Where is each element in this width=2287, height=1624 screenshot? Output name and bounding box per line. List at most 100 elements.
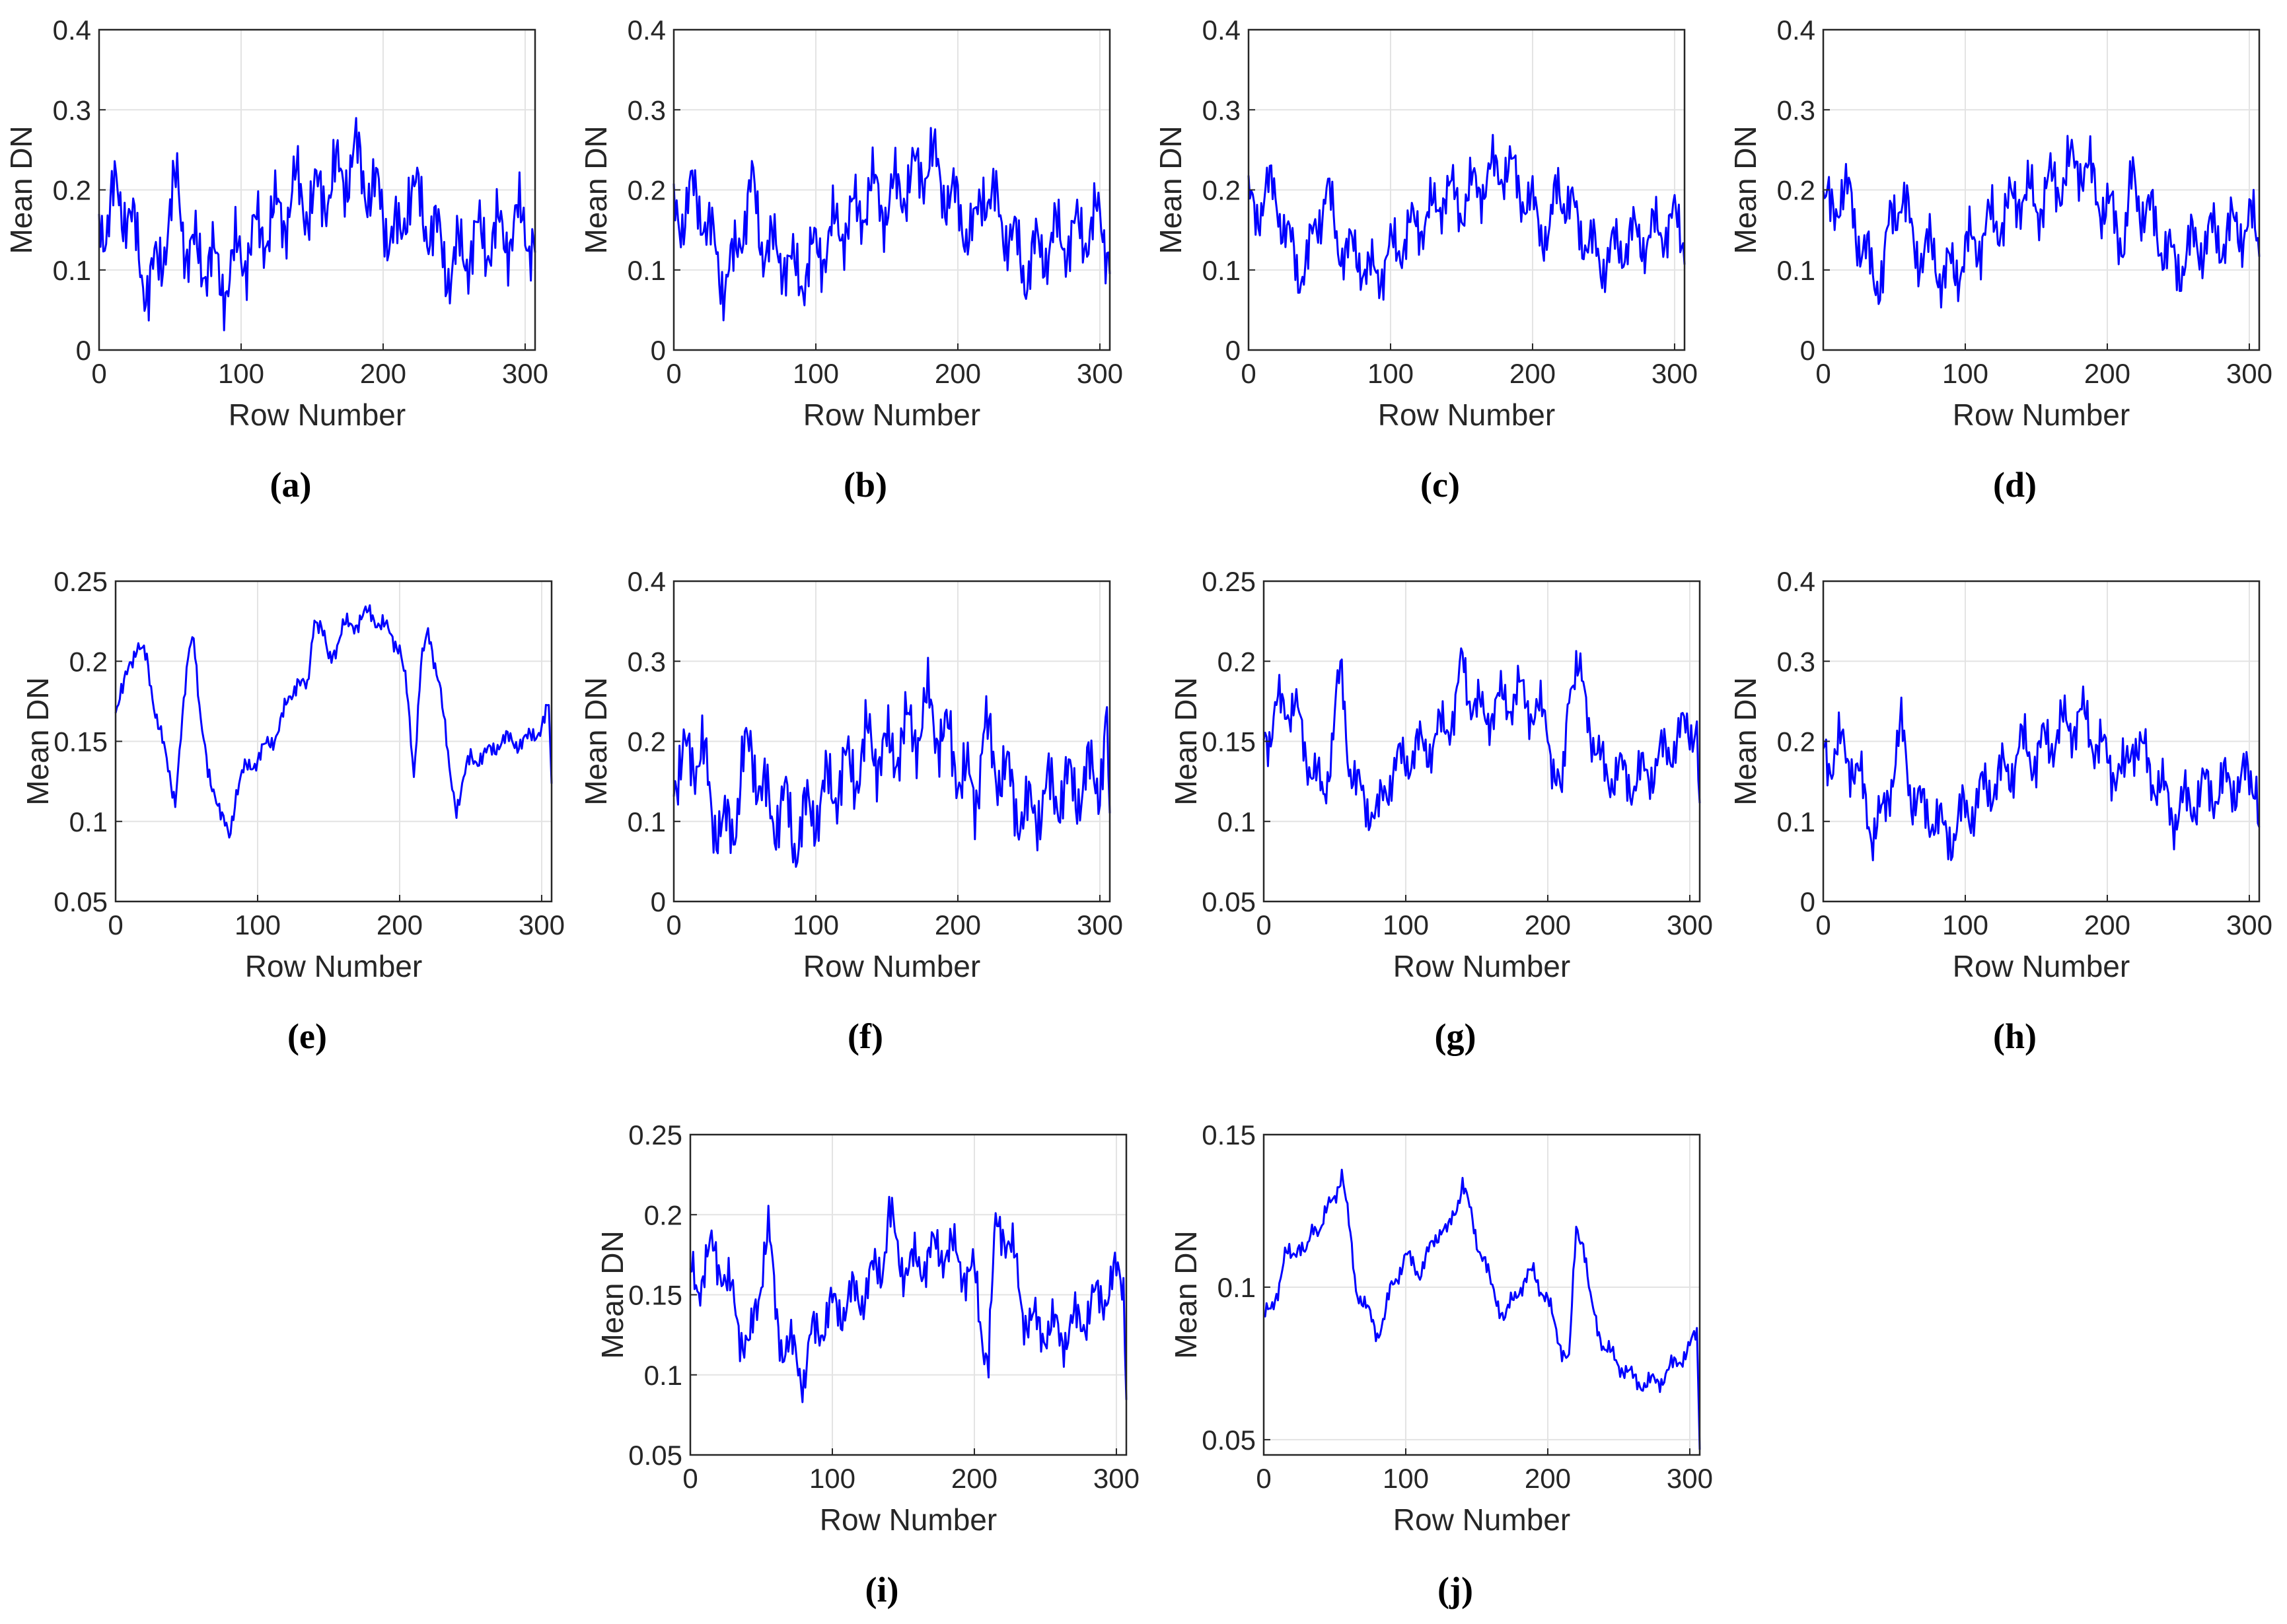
data-line [672, 127, 1111, 322]
subplot-g: 0 100 200 300 0.05 0.1 0.15 0.2 0.25 Row Number Me… [1169, 566, 1713, 1056]
y-tick-label: 0.2 [1777, 726, 1815, 758]
y-tick-label: 0.4 [1777, 15, 1815, 46]
y-tick-label: 0.25 [628, 1119, 682, 1150]
x-axis-label: Row Number [1378, 398, 1555, 432]
y-tick-label: 0.2 [628, 726, 666, 758]
x-tick-label: 200 [935, 358, 981, 389]
data-line [1262, 647, 1701, 831]
x-tick-label: 200 [951, 1463, 998, 1494]
x-tick-label: 100 [1383, 909, 1429, 940]
y-tick-label: 0.2 [69, 646, 108, 677]
panel-label: (j) [1437, 1570, 1473, 1609]
x-tick-label: 200 [1525, 909, 1571, 940]
subplot-b: 0 100 200 300 0 0.1 0.2 0.3 0.4 Row Number Mean DN… [579, 15, 1123, 505]
x-tick-label: 300 [2226, 909, 2272, 940]
x-tick-label: 0 [91, 358, 106, 389]
y-axis-label: Mean DN [1728, 677, 1762, 805]
y-tick-label: 0.2 [53, 175, 91, 206]
x-tick-label: 100 [235, 909, 281, 940]
data-line [689, 1195, 1128, 1403]
x-axis-label: Row Number [803, 949, 980, 983]
x-tick-label: 300 [2226, 358, 2272, 389]
y-tick-label: 0.4 [1777, 566, 1815, 597]
y-tick-label: 0.2 [1202, 175, 1241, 206]
y-tick-label: 0.3 [1777, 94, 1815, 125]
y-axis-label: Mean DN [1728, 125, 1762, 254]
panel-label: (c) [1420, 465, 1460, 505]
y-tick-label: 0 [1800, 335, 1815, 366]
y-tick-label: 0.15 [54, 726, 108, 758]
y-tick-label: 0.1 [69, 806, 108, 837]
subplot-h: 0 100 200 300 0 0.1 0.2 0.3 0.4 Row Number Mean DN… [1728, 566, 2272, 1056]
x-tick-label: 0 [1815, 358, 1831, 389]
y-tick-label: 0.4 [53, 15, 91, 46]
y-tick-label: 0.1 [628, 255, 666, 286]
y-axis-label: Mean DN [1169, 1230, 1203, 1359]
x-tick-label: 300 [502, 358, 548, 389]
x-tick-label: 100 [809, 1463, 855, 1494]
x-tick-label: 200 [2084, 358, 2130, 389]
x-tick-label: 100 [1942, 358, 1988, 389]
data-line [114, 604, 553, 839]
data-line [1822, 686, 2261, 862]
subplot-d: 0 100 200 300 0 0.1 0.2 0.3 0.4 Row Number Mean DN… [1728, 15, 2272, 505]
panel-label: (i) [865, 1570, 899, 1609]
y-tick-label: 0.05 [1202, 886, 1256, 917]
x-tick-label: 0 [1256, 1463, 1271, 1494]
y-tick-label: 0 [651, 886, 666, 917]
y-tick-label: 0 [1225, 335, 1241, 366]
subplot-a: 0 100 200 300 0 0.1 0.2 0.3 0.4 Row Number Mean DN… [4, 15, 548, 505]
x-tick-label: 300 [1667, 1463, 1713, 1494]
x-tick-label: 300 [519, 909, 565, 940]
axes-frame [1262, 1133, 1701, 1456]
x-tick-label: 0 [108, 909, 123, 940]
y-axis-label: Mean DN [20, 677, 55, 805]
x-tick-label: 0 [666, 358, 681, 389]
subplot-j: 0 100 200 300 0.05 0.1 0.15 Row Number Mean DN (j… [1169, 1119, 1713, 1609]
y-tick-label: 0.05 [628, 1440, 682, 1471]
panel-label: (h) [1993, 1016, 2037, 1056]
x-tick-label: 200 [2084, 909, 2130, 940]
x-tick-label: 0 [1256, 909, 1271, 940]
y-tick-label: 0 [76, 335, 91, 366]
x-tick-label: 300 [1077, 358, 1123, 389]
panel-label: (d) [1993, 465, 2037, 505]
y-tick-label: 0.1 [628, 806, 666, 837]
x-axis-label: Row Number [1953, 949, 2130, 983]
x-tick-label: 0 [666, 909, 681, 940]
panel-label: (a) [270, 465, 312, 505]
subplot-f: 0 100 200 300 0 0.1 0.2 0.3 0.4 Row Number Mean DN… [579, 566, 1123, 1056]
y-tick-label: 0.3 [1202, 94, 1241, 125]
x-tick-label: 100 [793, 358, 839, 389]
y-tick-label: 0.4 [628, 15, 666, 46]
x-tick-label: 200 [360, 358, 406, 389]
y-tick-label: 0.25 [54, 566, 108, 597]
x-axis-label: Row Number [1393, 949, 1570, 983]
y-axis-label: Mean DN [1153, 125, 1188, 254]
x-axis-label: Row Number [229, 398, 406, 432]
y-tick-label: 0.1 [1217, 1272, 1256, 1303]
panel-label: (b) [844, 465, 887, 505]
subplot-e: 0 100 200 300 0.05 0.1 0.15 0.2 0.25 Row Number Me… [20, 566, 565, 1056]
y-tick-label: 0.05 [54, 886, 108, 917]
y-axis-label: Mean DN [1169, 677, 1203, 805]
y-tick-label: 0.1 [1777, 255, 1815, 286]
x-axis-label: Row Number [820, 1502, 997, 1537]
x-tick-label: 200 [377, 909, 423, 940]
panel-label: (f) [848, 1016, 883, 1056]
y-tick-label: 0.05 [1202, 1425, 1256, 1456]
y-tick-label: 0.15 [628, 1280, 682, 1311]
y-tick-label: 0.3 [1777, 646, 1815, 677]
x-tick-label: 300 [1093, 1463, 1140, 1494]
y-tick-label: 0.15 [1202, 1119, 1256, 1150]
y-tick-label: 0.1 [1202, 255, 1241, 286]
y-tick-label: 0 [651, 335, 666, 366]
y-tick-label: 0.2 [1777, 175, 1815, 206]
x-tick-label: 200 [1525, 1463, 1571, 1494]
x-tick-label: 300 [1077, 909, 1123, 940]
subplot-c: 0 100 200 300 0 0.1 0.2 0.3 0.4 Row Number Mean DN… [1153, 15, 1698, 505]
x-axis-label: Row Number [803, 398, 980, 432]
y-tick-label: 0.2 [1217, 646, 1256, 677]
y-tick-label: 0.2 [628, 175, 666, 206]
